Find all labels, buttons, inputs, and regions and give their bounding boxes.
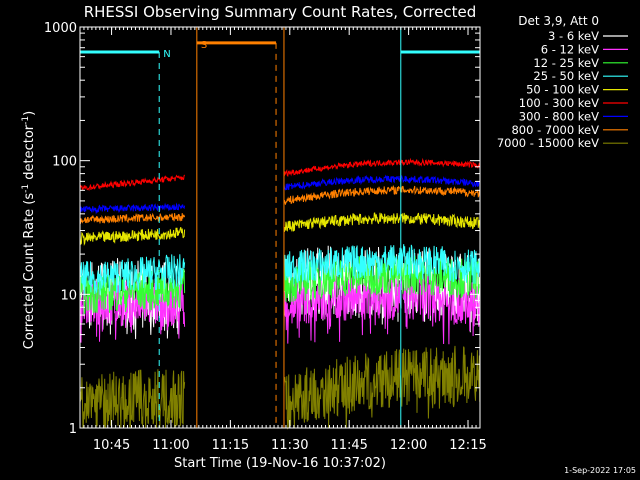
series-line-7000-15000keV-seg1 — [79, 369, 186, 429]
legend-label-5: 100 - 300 keV — [519, 96, 599, 110]
flag-label-n: N — [163, 49, 170, 60]
legend-label-0: 3 - 6 keV — [548, 29, 599, 43]
x-tick-label-1: 11:00 — [152, 438, 189, 453]
series-line-800-7000keV-seg1 — [79, 212, 186, 224]
x-tick-label-0: 10:45 — [93, 438, 130, 453]
legend-label-2: 12 - 25 keV — [533, 56, 599, 70]
legend-label-6: 300 - 800 keV — [519, 109, 599, 123]
legend-label-3: 25 - 50 keV — [533, 69, 599, 83]
legend-label-4: 50 - 100 keV — [526, 83, 599, 97]
x-axis-label: Start Time (19-Nov-16 10:37:02) — [174, 456, 386, 471]
x-tick-label-3: 11:30 — [271, 438, 308, 453]
y-tick-label-2: 100 — [52, 155, 77, 170]
series-line-100-300keV-seg2 — [283, 157, 481, 177]
x-tick-label-2: 11:15 — [212, 438, 249, 453]
y-axis-label-main: Corrected Count Rate (s — [22, 193, 37, 350]
series-line-25-50keV-seg1 — [79, 254, 186, 296]
series-line-300-800keV-seg1 — [79, 202, 186, 215]
series-line-25-50keV-seg2 — [283, 244, 481, 285]
data-layer — [79, 157, 481, 430]
x-tick-label-6: 12:15 — [449, 438, 486, 453]
chart-title: RHESSI Observing Summary Count Rates, Co… — [84, 3, 477, 21]
series-line-300-800keV-seg2 — [283, 174, 481, 191]
legend-header: Det 3,9, Att 0 — [518, 14, 599, 28]
series-line-7000-15000keV-seg2 — [283, 345, 481, 430]
series-line-12-25keV-seg1 — [79, 269, 186, 315]
overlay-layer: NS — [79, 27, 481, 428]
axis-layer: 10:45 11:00 11:15 11:30 11:45 12:00 12:15 1 10 10… — [44, 21, 487, 453]
y-tick-label-1: 10 — [60, 288, 77, 303]
series-line-6-12keV-seg2 — [283, 274, 481, 345]
x-tick-label-5: 12:00 — [390, 438, 427, 453]
series-line-100-300keV-seg1 — [79, 174, 186, 192]
y-tick-label-0: 1 — [69, 422, 77, 437]
y-axis-label-end: ) — [22, 111, 37, 116]
generation-timestamp: 1-Sep-2022 17:05 — [564, 466, 636, 475]
plot-frame — [79, 26, 481, 429]
y-tick-label-3: 1000 — [44, 21, 77, 36]
flag-label-s: S — [201, 40, 207, 51]
legend-label-8: 7000 - 15000 keV — [497, 136, 599, 150]
series-line-50-100keV-seg2 — [283, 212, 481, 233]
series-line-50-100keV-seg1 — [79, 227, 186, 246]
x-tick-label-4: 11:45 — [330, 438, 367, 453]
legend-label-7: 800 - 7000 keV — [511, 123, 599, 137]
y-axis-label-sup1: -1 — [21, 184, 31, 193]
y-axis-label: Corrected Count Rate (s-1 detector-1) — [21, 111, 37, 349]
legend-label-1: 6 - 12 keV — [541, 42, 599, 56]
y-axis-label-sup2: -1 — [21, 116, 31, 125]
y-axis-label-mid: detector — [22, 124, 37, 184]
series-line-800-7000keV-seg2 — [283, 184, 480, 205]
